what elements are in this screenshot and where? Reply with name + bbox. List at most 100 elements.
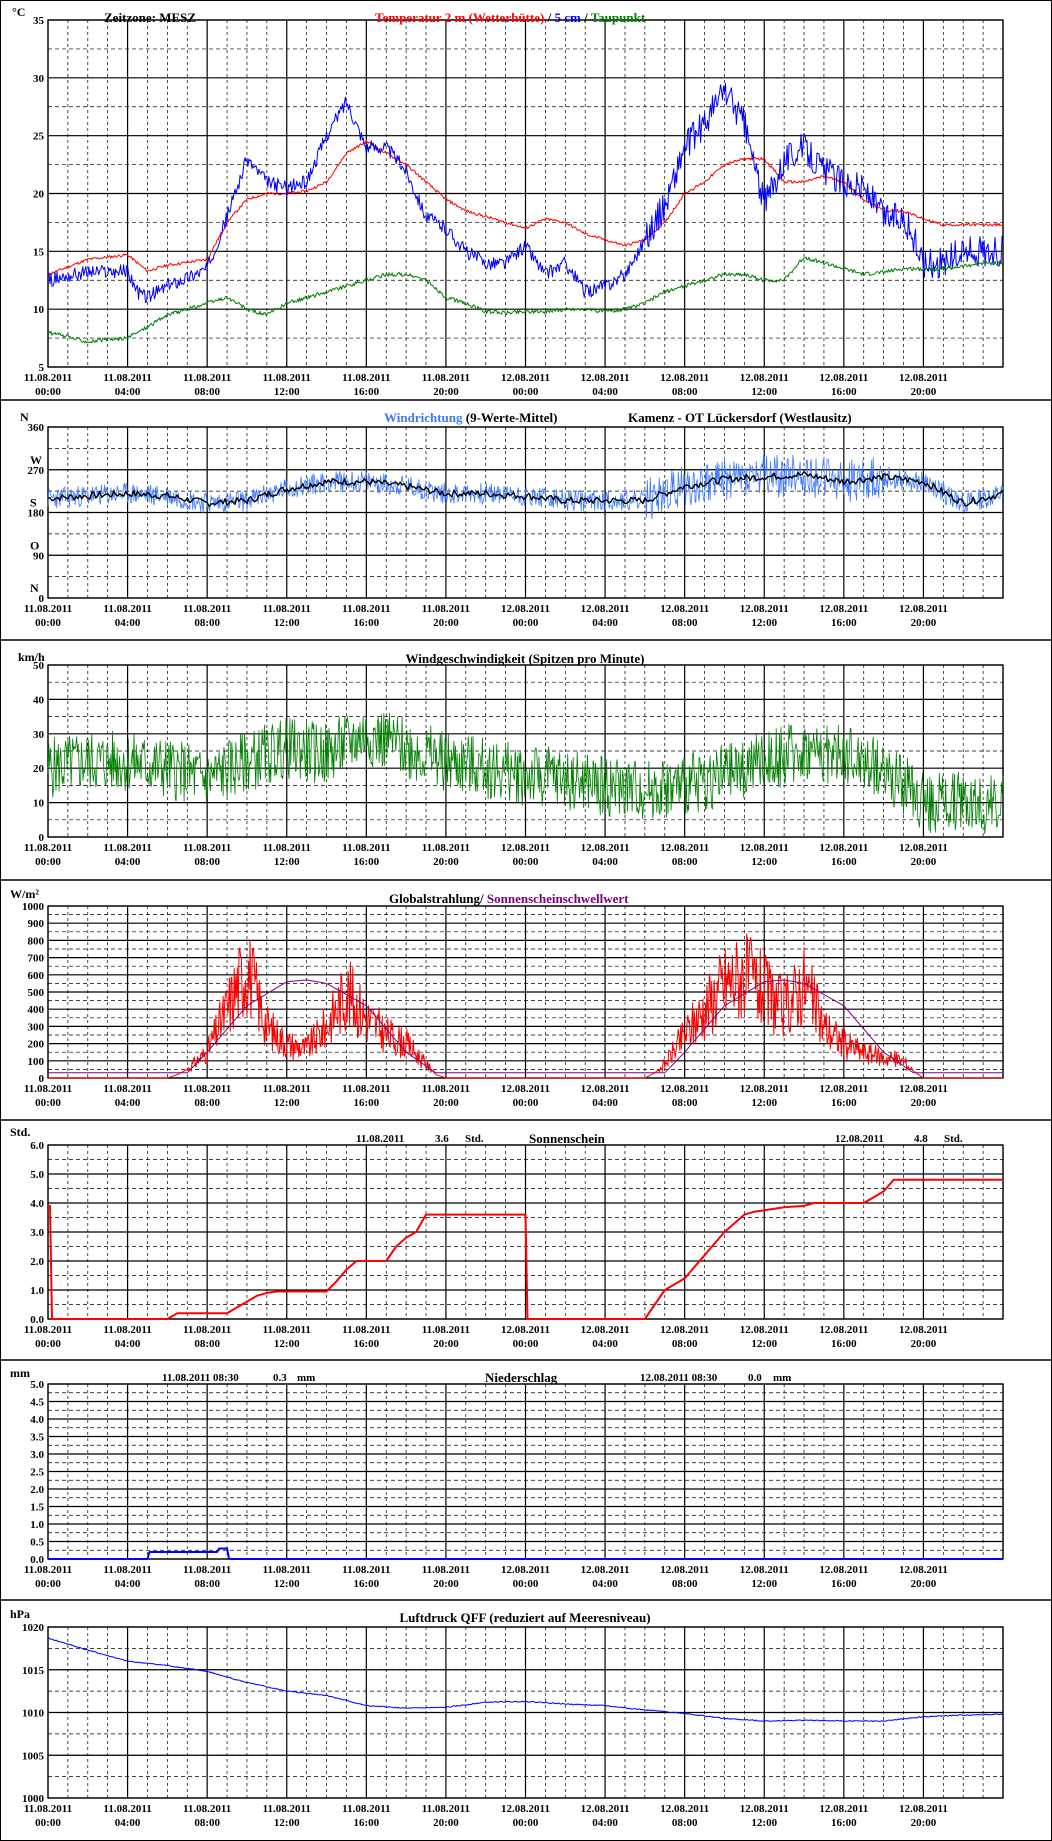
y-tick-label: 30 — [33, 73, 45, 85]
series-line-precip — [48, 1547, 1003, 1560]
x-tick-date: 12.08.2011 — [740, 1083, 789, 1095]
x-tick-time: 16:00 — [831, 1338, 857, 1350]
y-tick-label: 10 — [33, 798, 45, 810]
y-tick-label: 270 — [28, 465, 45, 477]
x-tick-date: 12.08.2011 — [501, 372, 550, 384]
x-tick-time: 16:00 — [353, 617, 379, 629]
series-line-temperature — [47, 139, 1003, 275]
y-tick-label: 1.0 — [30, 1519, 44, 1531]
x-tick-date: 11.08.2011 — [263, 1083, 311, 1095]
x-tick-date: 11.08.2011 — [103, 842, 151, 854]
x-tick-time: 12:00 — [751, 1097, 777, 1109]
y-tick-label: 5 — [39, 362, 45, 374]
x-tick-time: 00:00 — [35, 1817, 61, 1829]
y-tick-label: 1010 — [22, 1708, 45, 1720]
day2-date: 12.08.2011 — [835, 1133, 884, 1145]
y-tick-label: 50 — [33, 660, 45, 672]
y-tick-label: 1.0 — [30, 1285, 44, 1297]
x-tick-date: 12.08.2011 — [501, 1083, 550, 1095]
x-tick-time: 12:00 — [274, 386, 300, 398]
x-tick-time: 08:00 — [672, 1578, 698, 1590]
y-tick-label: 300 — [28, 1021, 45, 1033]
y-unit-label: N — [20, 410, 29, 424]
x-tick-date: 11.08.2011 — [183, 372, 231, 384]
y-tick-label: 30 — [33, 729, 45, 741]
panel-title: Sonnenschein — [529, 1131, 606, 1146]
y-tick-label: 360 — [28, 422, 45, 434]
x-tick-time: 04:00 — [115, 386, 141, 398]
x-tick-time: 08:00 — [672, 1097, 698, 1109]
panel-title: Luftdruck QFF (reduziert auf Meeresnivea… — [399, 1610, 650, 1625]
day1-value: 3.6 — [435, 1133, 449, 1145]
x-tick-date: 12.08.2011 — [819, 1803, 868, 1815]
radiation-panel: 0 100 200 300 400 500 600 700 800 900 1000 11.08.20… — [10, 887, 1004, 1109]
x-tick-date: 11.08.2011 — [342, 1324, 390, 1336]
x-tick-time: 20:00 — [911, 1817, 937, 1829]
x-tick-date: 12.08.2011 — [819, 1324, 868, 1336]
x-tick-time: 00:00 — [513, 386, 539, 398]
x-tick-date: 11.08.2011 — [342, 1083, 390, 1095]
day2-value: 4.8 — [914, 1133, 928, 1145]
y-unit-label: hPa — [10, 1607, 30, 1621]
x-tick-date: 11.08.2011 — [103, 1803, 151, 1815]
x-tick-date: 12.08.2011 — [501, 1324, 550, 1336]
y-unit-label: mm — [10, 1366, 30, 1380]
x-tick-time: 00:00 — [35, 1578, 61, 1590]
x-tick-time: 00:00 — [35, 386, 61, 398]
x-tick-date: 12.08.2011 — [660, 1564, 709, 1576]
x-tick-date: 11.08.2011 — [263, 603, 311, 615]
y-tick-label: 20 — [33, 189, 45, 201]
x-tick-date: 12.08.2011 — [819, 603, 868, 615]
series-line-5cm — [47, 82, 1004, 304]
x-tick-date: 11.08.2011 — [183, 1564, 231, 1576]
y-tick-label: 20 — [33, 763, 45, 775]
x-tick-time: 00:00 — [513, 856, 539, 868]
x-tick-time: 16:00 — [831, 386, 857, 398]
x-tick-time: 04:00 — [115, 1097, 141, 1109]
title-part: Taupunkt — [591, 10, 646, 25]
x-tick-date: 12.08.2011 — [740, 1324, 789, 1336]
x-tick-time: 20:00 — [911, 1338, 937, 1350]
x-tick-time: 04:00 — [115, 617, 141, 629]
plot-frame — [47, 426, 1004, 599]
y-tick-label: 0.5 — [30, 1537, 44, 1549]
x-tick-date: 12.08.2011 — [660, 1083, 709, 1095]
x-tick-date: 12.08.2011 — [899, 372, 948, 384]
x-tick-date: 12.08.2011 — [899, 1564, 948, 1576]
y-tick-label: 700 — [28, 953, 45, 965]
series-line-windspeed — [47, 712, 1004, 834]
x-tick-time: 16:00 — [353, 386, 379, 398]
title-part: Sonnenscheinschwellwert — [487, 891, 629, 906]
day1-unit: mm — [297, 1372, 315, 1384]
x-tick-date: 12.08.2011 — [899, 603, 948, 615]
x-tick-time: 12:00 — [274, 617, 300, 629]
x-tick-time: 08:00 — [194, 1817, 220, 1829]
x-tick-date: 11.08.2011 — [342, 1564, 390, 1576]
precip-panel: 0.0 0.5 1.0 1.5 2.0 2.5 3.0 3.5 4.0 4.5 5.0 11.08.2… — [10, 1366, 1004, 1590]
x-tick-time: 00:00 — [513, 1578, 539, 1590]
x-tick-time: 20:00 — [911, 1578, 937, 1590]
y-tick-label: 1000 — [22, 1793, 45, 1805]
y-tick-label: 180 — [28, 508, 45, 520]
x-tick-time: 04:00 — [592, 1578, 618, 1590]
x-tick-time: 12:00 — [751, 617, 777, 629]
x-tick-date: 12.08.2011 — [501, 1564, 550, 1576]
x-tick-time: 16:00 — [353, 1817, 379, 1829]
x-tick-date: 12.08.2011 — [899, 1324, 948, 1336]
x-tick-date: 12.08.2011 — [581, 603, 630, 615]
sunshine-panel: 0.0 1.0 2.0 3.0 4.0 5.0 6.0 11.08.2011 00:00 11.0… — [10, 1125, 1004, 1350]
y-tick-label: 10 — [33, 304, 45, 316]
y-unit-label: km/h — [18, 650, 45, 664]
x-tick-date: 11.08.2011 — [103, 1083, 151, 1095]
x-tick-date: 11.08.2011 — [24, 1564, 72, 1576]
x-tick-time: 16:00 — [831, 1578, 857, 1590]
x-tick-time: 12:00 — [751, 1338, 777, 1350]
day1-date: 11.08.2011 — [356, 1133, 404, 1145]
x-tick-time: 04:00 — [115, 1817, 141, 1829]
y-tick-label: 400 — [28, 1004, 45, 1016]
y-tick-label: 1.5 — [30, 1502, 44, 1514]
x-tick-date: 11.08.2011 — [263, 1803, 311, 1815]
series-line-pressure — [47, 1637, 1004, 1722]
x-tick-date: 11.08.2011 — [183, 1083, 231, 1095]
y-tick-label: 3.0 — [30, 1227, 44, 1239]
